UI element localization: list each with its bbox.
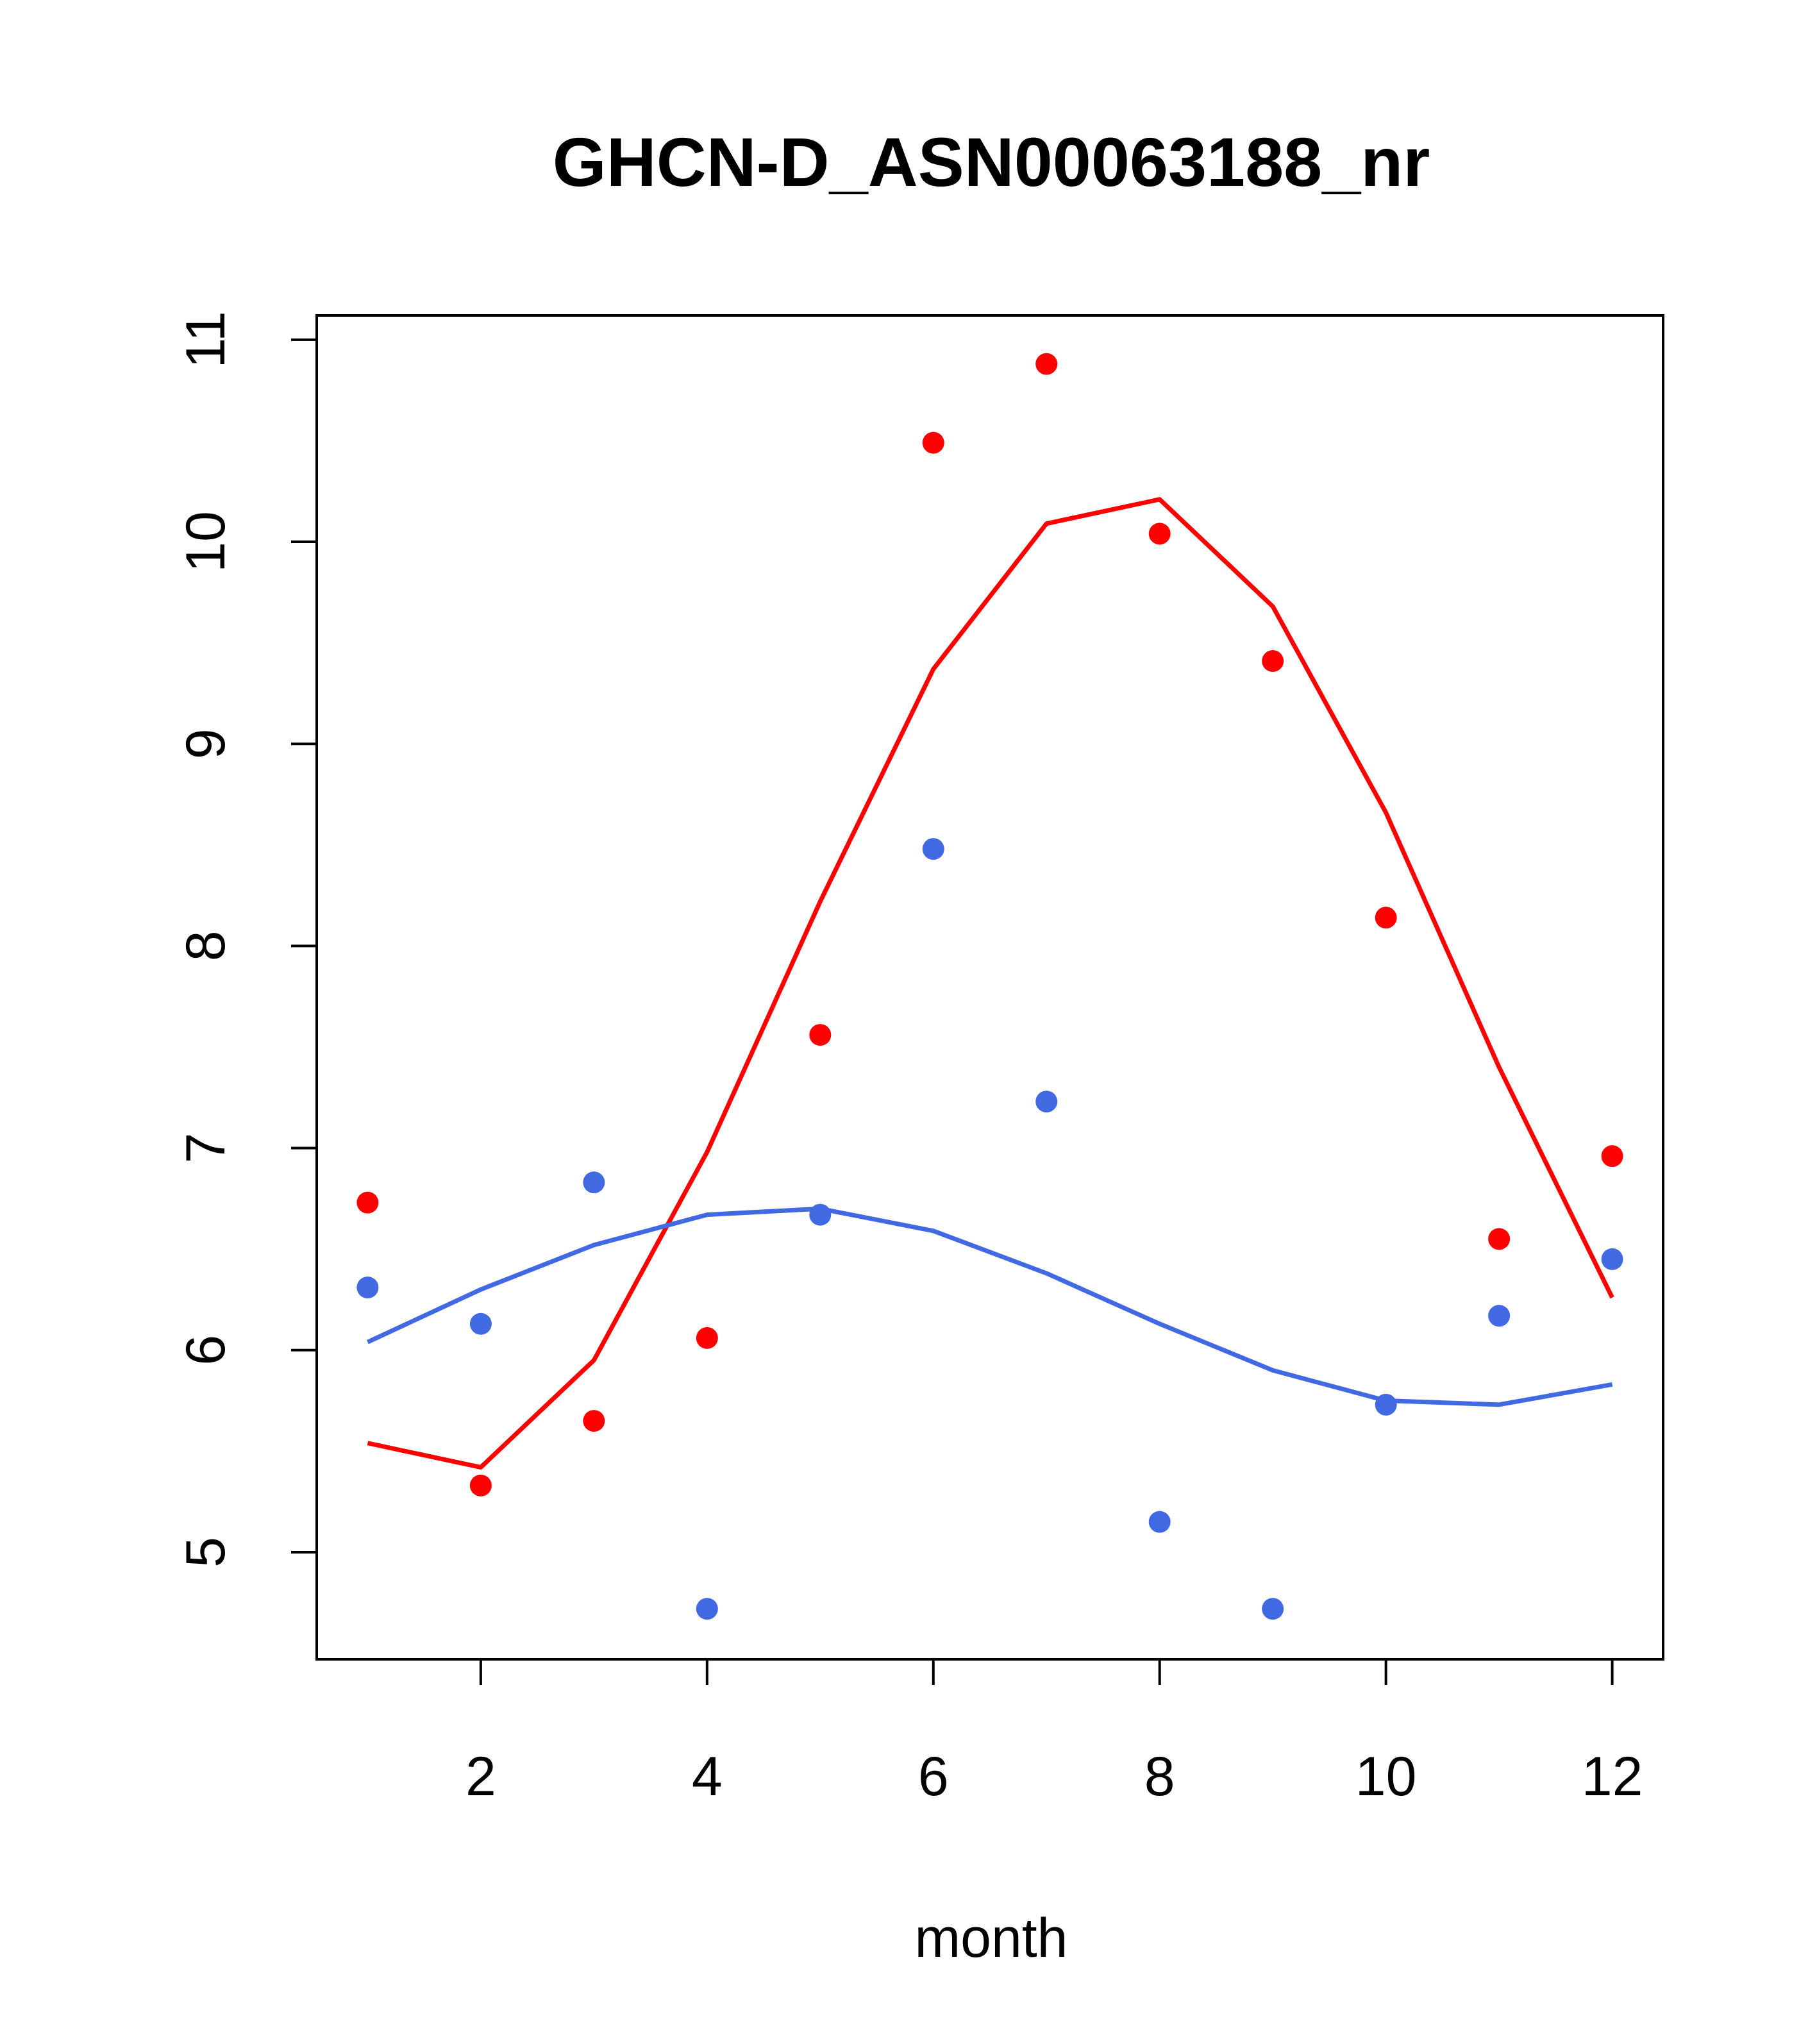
series-1-point: [583, 1410, 605, 1432]
series-lines: [366, 497, 1614, 1470]
series-2-point: [583, 1171, 605, 1194]
series-1-point: [1488, 1228, 1511, 1250]
series-2-point: [696, 1598, 718, 1620]
series-1-line: [367, 497, 1614, 1470]
x-tick-label: 10: [1355, 1746, 1417, 1807]
series-2-point: [1035, 1091, 1058, 1113]
series-2-line: [366, 1206, 1613, 1407]
series-1-point: [469, 1474, 492, 1496]
x-tick-label: 12: [1582, 1746, 1643, 1807]
series-2-point: [1488, 1305, 1511, 1327]
series-2-point: [1262, 1598, 1284, 1620]
series-1-point: [1035, 353, 1058, 375]
series-2-point: [1375, 1393, 1397, 1416]
x-tick-label: 6: [918, 1746, 949, 1807]
y-axis: 5 6 7 8 9 10 11: [175, 311, 317, 1568]
series-1-point: [1375, 907, 1397, 929]
y-tick-label: 11: [175, 311, 237, 368]
x-tick-label: 2: [465, 1746, 496, 1807]
chart-title: GHCN-D_ASN00063188_nr: [553, 123, 1430, 201]
x-axis: 2 4 6 8 10 12: [465, 1659, 1643, 1807]
x-tick-label: 8: [1144, 1746, 1175, 1807]
series-1-point: [1262, 649, 1284, 672]
y-tick-label: 5: [175, 1537, 237, 1568]
series-2-point: [469, 1312, 492, 1335]
series-2-point: [922, 838, 944, 860]
plot-frame: [315, 314, 1664, 1661]
series-1-point: [356, 1191, 379, 1214]
series-2-point: [356, 1277, 379, 1299]
y-tick-label: 9: [175, 728, 237, 759]
y-tick-label: 10: [175, 511, 237, 573]
series-2-point: [1148, 1511, 1171, 1533]
y-tick-label: 7: [175, 1133, 237, 1164]
y-tick-label: 8: [175, 930, 237, 961]
series-2-point: [809, 1203, 832, 1226]
x-tick-label: 4: [692, 1746, 723, 1807]
series-1-point: [1601, 1145, 1623, 1168]
series-1-point: [809, 1024, 832, 1046]
series-points: [356, 353, 1623, 1620]
series-2-point: [1601, 1248, 1623, 1270]
series-1-point: [922, 431, 944, 454]
x-axis-label: month: [914, 1907, 1068, 1969]
y-tick-label: 6: [175, 1335, 237, 1366]
series-1-point: [696, 1327, 718, 1349]
series-1-point: [1148, 523, 1171, 545]
